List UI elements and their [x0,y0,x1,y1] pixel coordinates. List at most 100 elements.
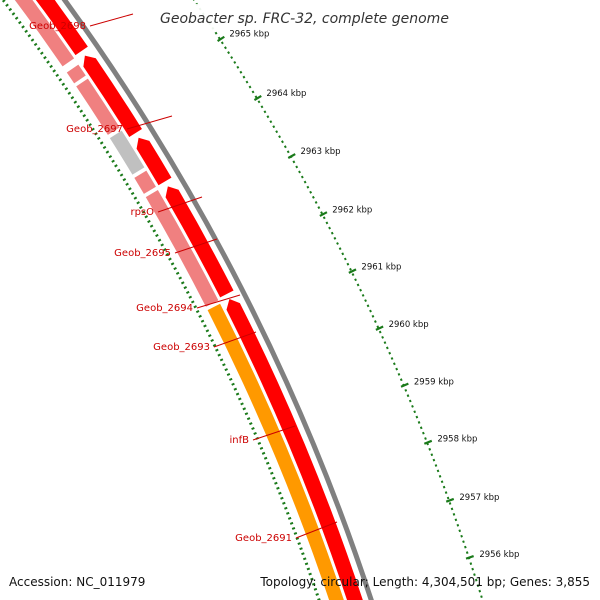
inner-scale-dot [284,506,288,510]
inner-scale-dot [287,516,292,520]
cds-arrow-2 [83,55,142,137]
scale-dot [450,507,454,511]
inner-scale-dot [8,7,13,12]
scale-dot [369,309,372,313]
scale-dot [336,242,339,245]
scale-dot [438,474,442,478]
scale-dot [376,325,380,329]
scale-dot [419,426,423,430]
inner-scale-dot [2,0,6,3]
inner-scale-dot [58,78,63,82]
inner-scale-dot [222,363,226,367]
scale-dot [478,589,482,593]
gene-leader-line [252,425,296,441]
inner-scale-dot [43,55,47,60]
inner-scale-dot [88,123,92,127]
gene-segment-2 [66,64,86,84]
scale-dot [411,404,414,408]
inner-scale-dot [130,191,135,196]
scale-dot [378,330,382,334]
gene-leader-line [196,294,241,309]
scale-dot [236,65,240,69]
inner-scale-dot [259,446,264,450]
scale-dot [388,351,392,355]
inner-scale-dot [306,567,311,571]
gene-leader-line [213,331,257,348]
inner-scale-dot [253,431,257,435]
scale-dot [434,464,438,467]
major-tick [217,35,225,43]
inner-scale-dot [233,387,238,391]
inner-scale-dot [235,392,240,396]
inner-scale-dot [193,305,198,309]
scale-dot [404,388,408,392]
scale-dot [465,551,469,555]
scale-dot [278,135,281,139]
scale-dot [464,545,467,549]
inner-scale-dot [55,73,60,78]
tick-label: 2963 kbp [300,147,340,157]
inner-scale-dot [289,521,294,525]
scale-dot [430,453,434,457]
scale-dot [330,231,334,235]
scale-dot [309,190,313,194]
tick-label: 2956 kbp [479,550,519,560]
inner-scale-dot [315,592,319,596]
inner-scale-dot [21,25,25,29]
inner-scale-dot [70,96,75,100]
scale-dot [300,175,304,179]
inner-scale-dot [133,196,138,200]
inner-scale-dot [308,572,312,576]
inner-scale-dot [231,382,235,386]
inner-scale-dot [147,219,151,224]
inner-scale-dot [122,177,127,182]
inner-scale-dot [299,547,303,551]
scale-dot [303,180,307,184]
inner-scale-dot [188,295,193,299]
scale-dot [333,236,337,240]
scale-dot [343,257,347,261]
inner-scale-dot [291,526,296,530]
scale-dot [397,372,401,376]
inner-scale-dot [155,233,159,238]
map-title: Geobacter sp. FRC-32, complete genome [160,11,449,27]
footer: Accession: NC_011979 Topology: circular;… [9,575,590,589]
inner-scale-dot [282,501,286,505]
scale-dot [317,206,321,210]
tick-label: 2961 kbp [361,263,401,273]
tick-label: 2958 kbp [437,435,477,445]
inner-scale-dot [278,491,282,495]
inner-scale-dot [251,427,255,431]
inner-scale-dot [276,486,280,490]
scale-dot [458,529,462,533]
gene-label: rpsO [130,207,154,218]
inner-scale-dot [82,114,87,118]
major-tick [253,94,262,101]
scale-dot [366,304,370,308]
accession-text: Accession: NC_011979 [9,575,145,589]
inner-scale-dot [270,471,274,475]
inner-scale-dot [116,168,121,173]
inner-scale-dot [102,145,107,150]
genome-summary-text: Topology: circular; Length: 4,304,501 bp… [259,575,590,589]
inner-scale-dot [125,182,129,186]
inner-scale-dot [183,286,188,290]
inner-scale-dot [212,343,217,347]
scale-dot [224,46,227,50]
scale-dot [251,90,255,94]
tick-label: 2962 kbp [332,205,372,215]
inner-scale-dot [67,91,72,95]
gene-segment-1 [14,0,75,67]
scale-dot [298,170,301,174]
scale-dot [359,288,362,292]
scale-dot [440,480,444,484]
gene-leader-line [89,13,134,27]
inner-scale-dot [246,417,251,421]
scale-dot [242,75,246,79]
tick-label: 2964 kbp [266,89,306,99]
gene-segment-5 [134,170,156,194]
scale-dot [474,578,478,582]
major-tick [348,268,357,274]
cds-arrow-4 [165,186,234,298]
